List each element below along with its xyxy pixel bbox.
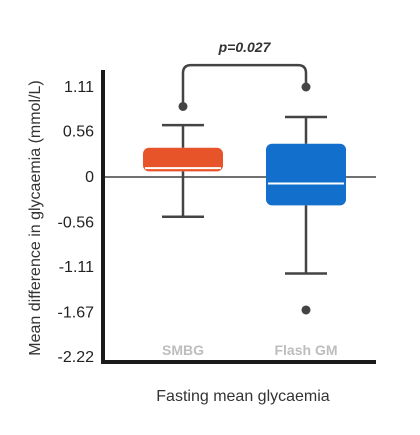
y-tick-label: -0.56: [58, 214, 95, 231]
outlier-point: [301, 305, 311, 315]
y-tick-label: 0: [85, 169, 94, 186]
x-axis-title: Fasting mean glycaemia: [156, 388, 330, 405]
y-axis-title: Mean difference in glycaemia (mmol/L): [27, 80, 44, 355]
box-smbg: [143, 147, 223, 172]
category-label: Flash GM: [274, 342, 337, 358]
y-tick-label: -1.67: [58, 304, 95, 321]
y-tick-label: -2.22: [58, 349, 95, 366]
p-value-label: p=0.027: [218, 39, 272, 55]
y-tick-label: 1.11: [64, 79, 94, 96]
significance-bracket: [181, 63, 308, 107]
box-flash-gm: [266, 143, 346, 206]
y-tick-label: 0.56: [63, 124, 94, 141]
bracket-end-point: [301, 82, 311, 92]
category-label: SMBG: [162, 342, 204, 358]
y-tick-label: -1.11: [59, 259, 94, 276]
